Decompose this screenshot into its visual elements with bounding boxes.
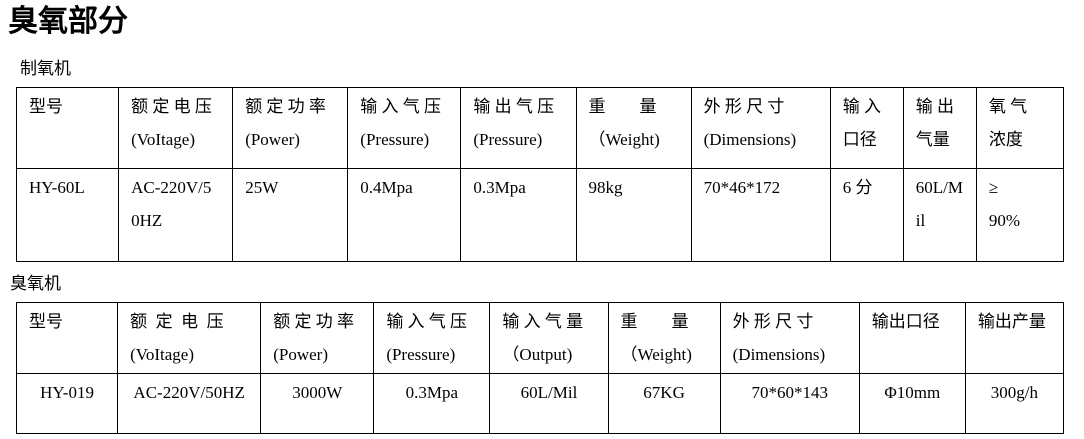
header-en: （Weight) — [620, 345, 692, 364]
oxygen-generator-table: 型号 额 定 电 压 (VoItage) 额 定 功 率 (Power) 输 入 气… — [15, 87, 1065, 262]
t1-header-inlet-diameter: 输 入口径 — [829, 87, 904, 169]
t1-header-dimensions: 外 形 尺 寸 (Dimensions) — [690, 87, 831, 169]
t2-cell-voltage: AC-220V/50HZ — [117, 373, 262, 434]
t2-cell-output-capacity: 300g/h — [964, 373, 1065, 434]
header-zh: 外 形 尺 寸 — [703, 97, 785, 116]
header-zh: 重 量 — [620, 312, 689, 331]
header-zh: 型号 — [29, 97, 63, 116]
t1-header-output-airflow: 输 出气量 — [902, 87, 977, 169]
t2-cell-outlet-diameter: Φ10mm — [858, 373, 966, 434]
header-zh: 型号 — [29, 312, 63, 331]
t1-cell-oxygen-concentration: ≥ 90% — [975, 168, 1065, 262]
header-zh: 额 定 功 率 — [245, 97, 326, 116]
t2-header-outlet-diameter: 输出口径 — [858, 302, 966, 374]
t1-header-input-pressure: 输 入 气 压 (Pressure) — [347, 87, 462, 169]
t1-header-model: 型号 — [15, 87, 120, 169]
ozone-machine-table: 型号 额 定 电 压 (VoItage) 额 定 功 率 (Power) 输 入 气… — [15, 302, 1065, 434]
ozone-machine-label: 臭氧机 — [10, 274, 61, 293]
header-en: (Dimensions) — [732, 345, 826, 364]
header-zh: 输 入 气 量 — [502, 312, 584, 331]
t2-cell-input-pressure: 0.3Mpa — [373, 373, 491, 434]
t2-header-output-capacity: 输出产量 — [964, 302, 1065, 374]
t1-header-weight: 重 量 （Weight) — [575, 87, 692, 169]
t2-cell-dimensions: 70*60*143 — [719, 373, 860, 434]
header-zh: 气量 — [915, 130, 950, 149]
header-zh: 额 定 电 压 — [131, 97, 212, 116]
t1-cell-inlet-diameter: 6 分 — [829, 168, 904, 262]
t1-data-row: HY-60L AC-220V/5 0HZ 25W 0.4Mpa 0.3Mpa 9… — [15, 168, 1065, 262]
header-en: (VoItage) — [131, 130, 195, 149]
t1-header-oxygen-concentration: 氧 气浓度 — [975, 87, 1065, 169]
t2-header-dimensions: 外 形 尺 寸 (Dimensions) — [719, 302, 860, 374]
t2-header-model: 型号 — [15, 302, 119, 374]
t2-cell-power: 3000W — [260, 373, 375, 434]
t1-cell-output-airflow: 60L/M il — [902, 168, 977, 262]
t1-header-row: 型号 额 定 电 压 (VoItage) 额 定 功 率 (Power) 输 入 气… — [15, 87, 1065, 169]
t1-header-output-pressure: 输 出 气 压 (Pressure) — [460, 87, 577, 169]
header-en: (VoItage) — [130, 345, 194, 364]
header-zh: 额 定 功 率 — [273, 312, 354, 331]
t2-header-weight: 重 量 （Weight) — [607, 302, 721, 374]
header-zh: 输 出 气 压 — [473, 97, 555, 116]
t2-cell-input-airflow: 60L/Mil — [489, 373, 609, 434]
header-zh: 氧 气 — [988, 97, 1028, 116]
header-zh: 口径 — [842, 130, 877, 149]
header-en: （Weight) — [588, 130, 660, 149]
t1-header-voltage: 额 定 电 压 (VoItage) — [118, 87, 234, 169]
header-en: (Pressure) — [360, 130, 430, 149]
header-zh: 外 形 尺 寸 — [732, 312, 814, 331]
header-zh: 输出产量 — [977, 312, 1046, 331]
header-zh: 输 入 — [842, 97, 881, 116]
t2-header-input-airflow: 输 入 气 量 （Output) — [489, 302, 609, 374]
header-zh: 输出口径 — [871, 312, 940, 331]
page-title: 臭氧部分 — [8, 5, 128, 38]
header-en: （Output) — [502, 345, 573, 364]
header-zh: 额 定 电 压 — [130, 312, 224, 331]
oxygen-generator-label: 制氧机 — [20, 59, 71, 78]
t1-cell-voltage: AC-220V/5 0HZ — [118, 168, 234, 262]
t2-cell-model: HY-019 — [15, 373, 119, 434]
t1-cell-input-pressure: 0.4Mpa — [347, 168, 462, 262]
header-zh: 输 入 气 压 — [360, 97, 442, 116]
t2-header-power: 额 定 功 率 (Power) — [260, 302, 375, 374]
t1-cell-output-pressure: 0.3Mpa — [460, 168, 577, 262]
header-en: (Pressure) — [386, 345, 456, 364]
t2-header-voltage: 额 定 电 压 (VoItage) — [117, 302, 262, 374]
header-en: (Power) — [245, 130, 300, 149]
t1-cell-weight: 98kg — [575, 168, 692, 262]
t1-cell-power: 25W — [232, 168, 349, 262]
header-zh: 输 入 气 压 — [386, 312, 468, 331]
t2-cell-weight: 67KG — [607, 373, 721, 434]
header-en: (Power) — [273, 345, 328, 364]
header-en: (Pressure) — [473, 130, 543, 149]
header-en: (Dimensions) — [703, 130, 797, 149]
header-zh: 重 量 — [588, 97, 657, 116]
t2-header-row: 型号 额 定 电 压 (VoItage) 额 定 功 率 (Power) 输 入 气… — [15, 302, 1065, 374]
t2-header-input-pressure: 输 入 气 压 (Pressure) — [373, 302, 491, 374]
t2-data-row: HY-019 AC-220V/50HZ 3000W 0.3Mpa 60L/Mil… — [15, 373, 1065, 434]
t1-header-power: 额 定 功 率 (Power) — [232, 87, 349, 169]
header-zh: 输 出 — [915, 97, 955, 116]
t1-cell-dimensions: 70*46*172 — [690, 168, 831, 262]
t1-cell-model: HY-60L — [15, 168, 120, 262]
header-zh: 浓度 — [988, 130, 1023, 149]
